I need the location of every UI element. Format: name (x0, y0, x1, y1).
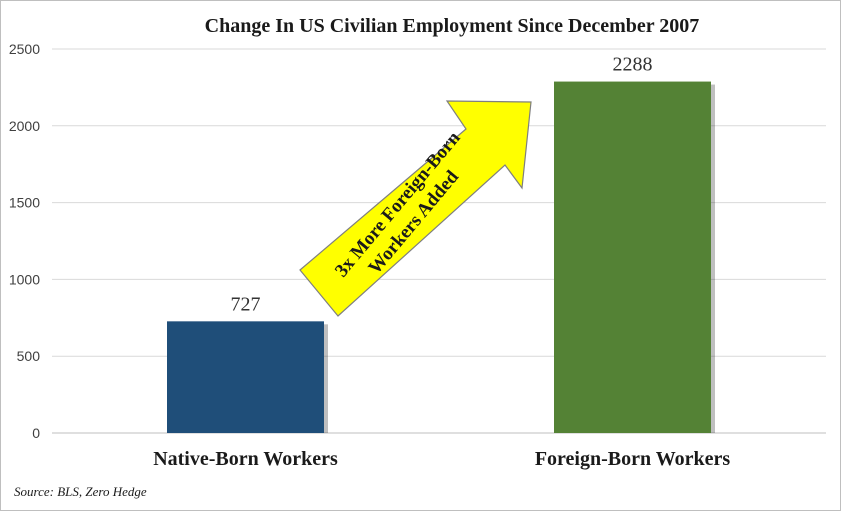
y-tick-label: 1000 (9, 271, 40, 287)
y-tick-label: 2000 (9, 118, 40, 134)
y-tick-label: 2500 (9, 41, 40, 57)
data-label: 727 (231, 293, 261, 315)
category-label: Native-Born Workers (153, 448, 338, 470)
y-tick-label: 0 (32, 425, 40, 441)
chart-title: Change In US Civilian Employment Since D… (205, 15, 700, 37)
bar (554, 81, 711, 433)
source-note: Source: BLS, Zero Hedge (14, 484, 147, 499)
y-axis: 0 500 1000 1500 2000 2500 (9, 41, 40, 441)
bars: 727 Native-Born Workers 2288 Foreign-Born W… (153, 54, 730, 470)
category-label: Foreign-Born Workers (535, 448, 731, 470)
annotation-arrow: 3x More Foreign-Born Workers Added (299, 100, 532, 317)
annotation-arrow-shape (299, 100, 532, 317)
bar (167, 321, 324, 433)
data-label: 2288 (613, 54, 653, 76)
y-tick-label: 1500 (9, 195, 40, 211)
y-tick-label: 500 (17, 348, 41, 364)
